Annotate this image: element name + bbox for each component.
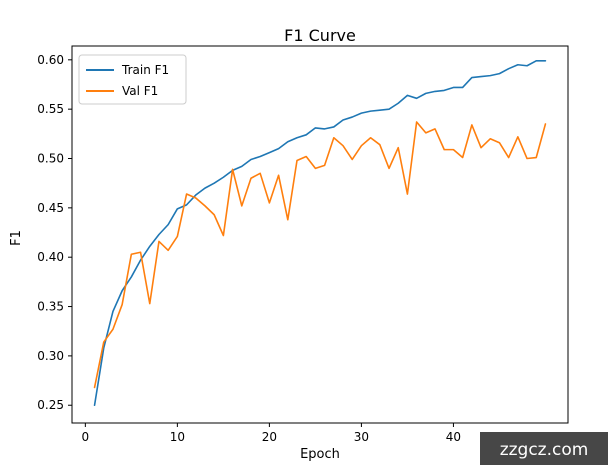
- y-tick-label-0.40: 0.40: [37, 250, 64, 264]
- x-tick-label-0: 0: [82, 430, 90, 444]
- watermark-background: [480, 432, 608, 465]
- series-line-train-f1: [93, 59, 547, 407]
- y-tick-label-0.35: 0.35: [37, 300, 64, 314]
- series-line-val-f1: [93, 121, 547, 389]
- x-tick-label-30: 30: [354, 430, 369, 444]
- watermark: zzgcz.com: [480, 432, 608, 465]
- legend: Train F1 Val F1: [78, 54, 187, 105]
- series-lines: [93, 59, 547, 407]
- y-tick-label-0.60: 0.60: [37, 53, 64, 67]
- legend-label-train-f1: Train F1: [121, 63, 169, 77]
- x-tick-label-10: 10: [170, 430, 185, 444]
- x-axis-ticks: 0 10 20 30 40: [82, 423, 461, 444]
- y-tick-label-0.50: 0.50: [37, 152, 64, 166]
- y-tick-label-0.30: 0.30: [37, 349, 64, 363]
- legend-label-val-f1: Val F1: [122, 84, 158, 98]
- y-tick-label-0.45: 0.45: [37, 201, 64, 215]
- plot-area-frame: [71, 45, 569, 424]
- watermark-text: zzgcz.com: [500, 440, 589, 460]
- y-tick-label-0.25: 0.25: [37, 398, 64, 412]
- y-axis-ticks: 0.25 0.30 0.35 0.40 0.45 0.50 0.55 0.60: [37, 53, 72, 412]
- y-axis-label: F1: [9, 230, 24, 246]
- x-axis-label: Epoch: [300, 447, 340, 462]
- x-tick-label-40: 40: [446, 430, 461, 444]
- x-tick-label-20: 20: [262, 430, 277, 444]
- y-tick-label-0.55: 0.55: [37, 102, 64, 116]
- chart-title: F1 Curve: [284, 26, 356, 45]
